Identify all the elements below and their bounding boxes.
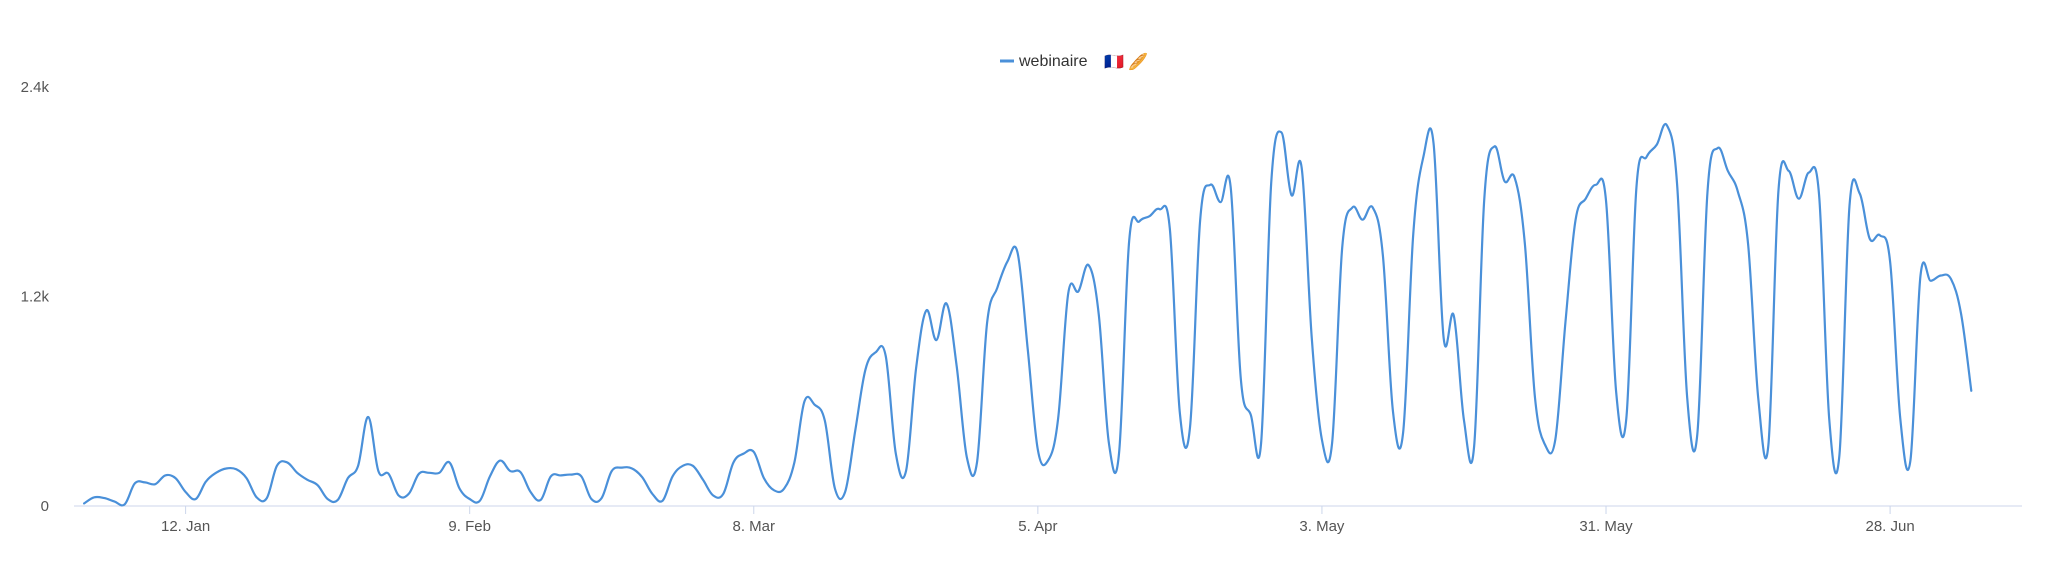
legend-emoji: 🇫🇷 🥖 xyxy=(1104,52,1148,71)
x-tick-label: 5. Apr xyxy=(1018,518,1057,535)
y-tick-label: 1.2k xyxy=(21,289,50,306)
x-tick-label: 12. Jan xyxy=(161,518,210,535)
x-tick-label: 8. Mar xyxy=(733,518,776,535)
y-tick-label: 2.4k xyxy=(21,79,50,96)
legend-label: webinaire xyxy=(1018,53,1088,70)
x-tick-label: 31. May xyxy=(1579,518,1633,535)
x-tick-label: 28. Jun xyxy=(1865,518,1914,535)
y-tick-label: 0 xyxy=(41,498,49,515)
y-axis: 0 1.2k 2.4k xyxy=(21,79,50,515)
legend[interactable]: webinaire 🇫🇷 🥖 xyxy=(1000,52,1148,71)
x-tick-label: 3. May xyxy=(1299,518,1345,535)
series-line-webinaire[interactable] xyxy=(83,122,1973,507)
x-axis: 12. Jan 9. Feb 8. Mar 5. Apr 3. May 31. May 28… xyxy=(161,506,1915,535)
series-group xyxy=(83,122,1973,507)
x-tick-label: 9. Feb xyxy=(448,518,491,535)
